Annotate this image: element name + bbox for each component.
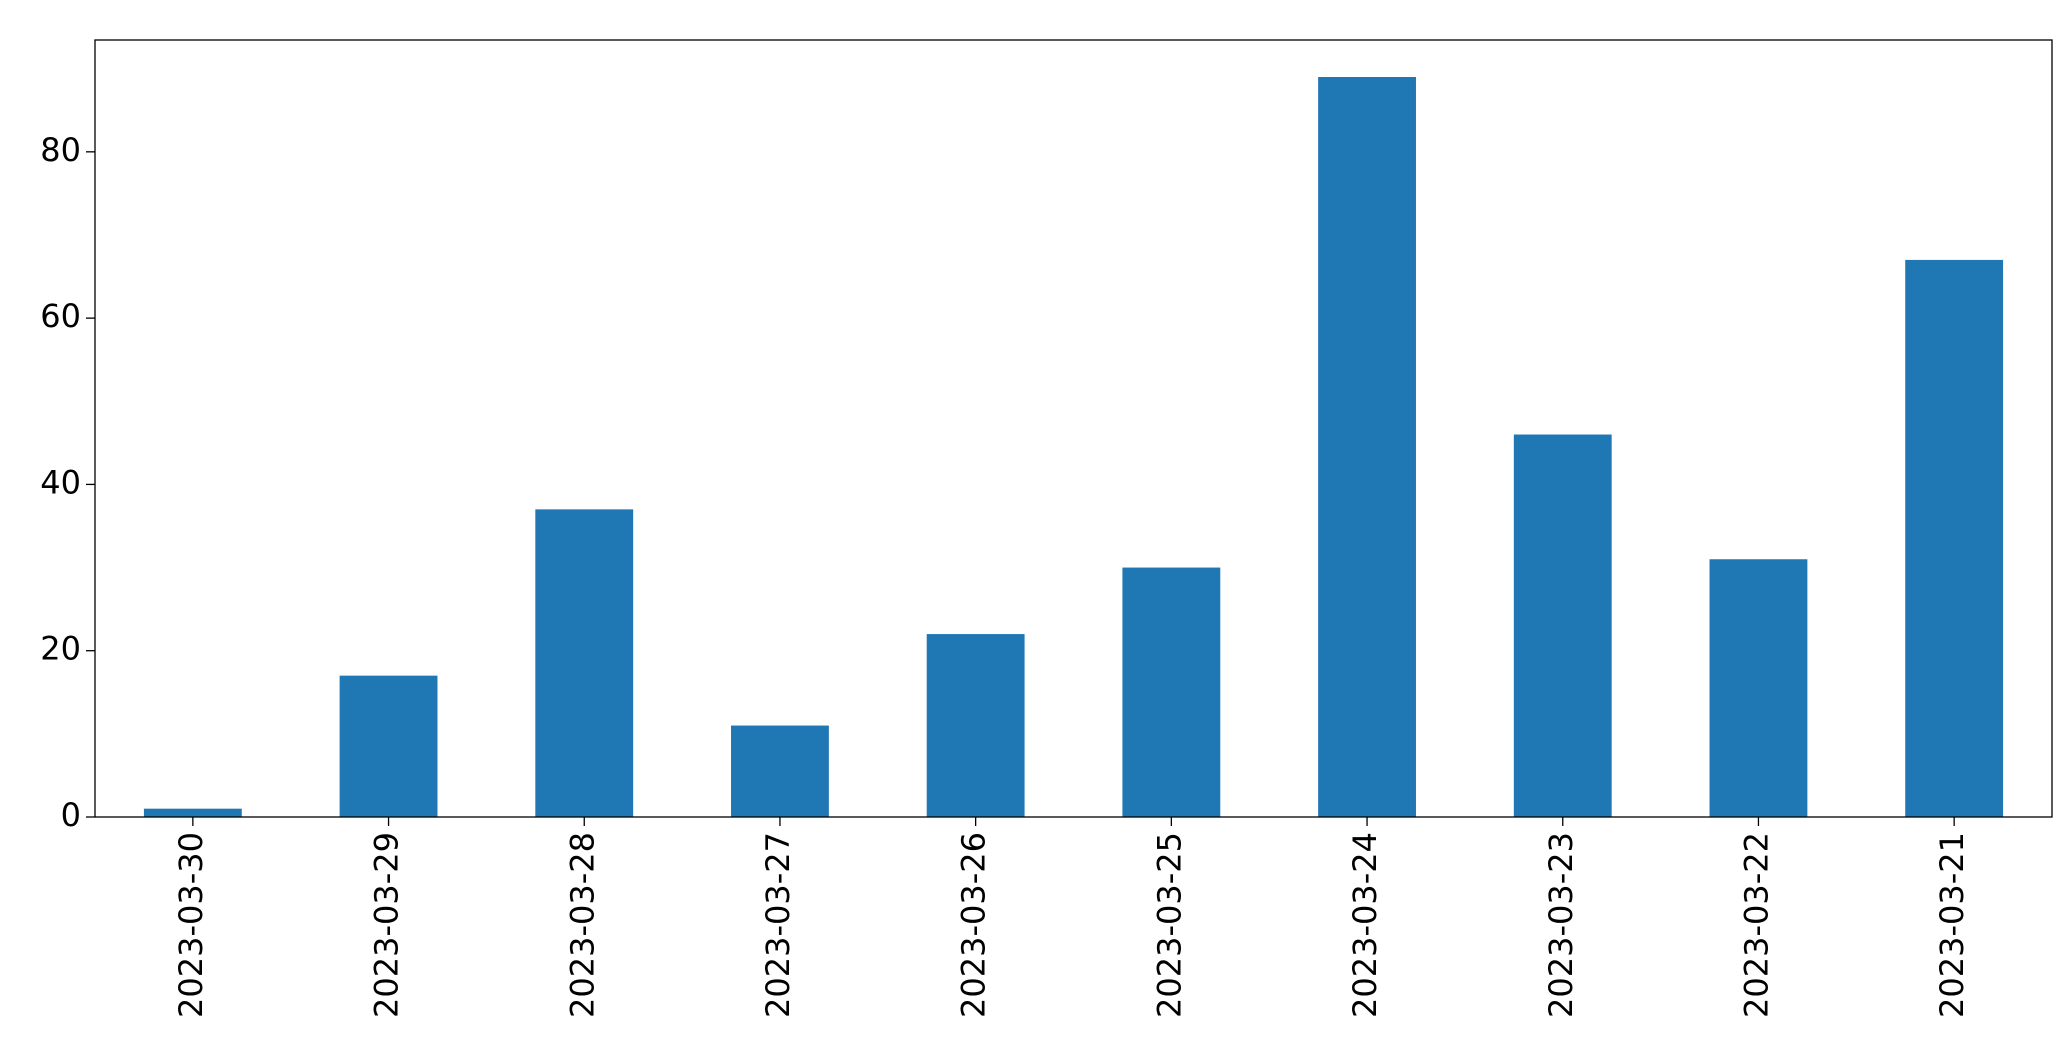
bar (926, 634, 1025, 817)
bar (339, 675, 438, 817)
x-tick-label: 2023-03-27 (759, 832, 797, 1018)
x-tick-label: 2023-03-21 (1933, 832, 1971, 1018)
bar (143, 808, 242, 817)
bar (535, 509, 634, 817)
y-tick-label: 80 (40, 131, 81, 169)
bar (1122, 567, 1221, 817)
x-tick-label: 2023-03-30 (172, 832, 210, 1018)
bar (1905, 259, 2004, 817)
bar (1513, 434, 1612, 817)
bar (1318, 77, 1416, 817)
x-tick-label: 2023-03-29 (368, 832, 406, 1018)
x-tick-label: 2023-03-26 (955, 832, 993, 1018)
x-tick-label: 2023-03-23 (1542, 832, 1580, 1018)
plot-frame (94, 39, 2053, 818)
bar (731, 725, 829, 817)
x-tick-label: 2023-03-28 (563, 832, 601, 1018)
x-tick-label: 2023-03-25 (1150, 832, 1188, 1018)
y-tick-label: 60 (40, 297, 81, 335)
y-tick-label: 0 (61, 796, 81, 834)
y-tick-label: 40 (40, 463, 81, 501)
x-tick-label: 2023-03-22 (1737, 832, 1775, 1018)
bar (1709, 559, 1808, 817)
y-tick-label: 20 (40, 630, 81, 668)
x-tick-label: 2023-03-24 (1346, 832, 1384, 1018)
